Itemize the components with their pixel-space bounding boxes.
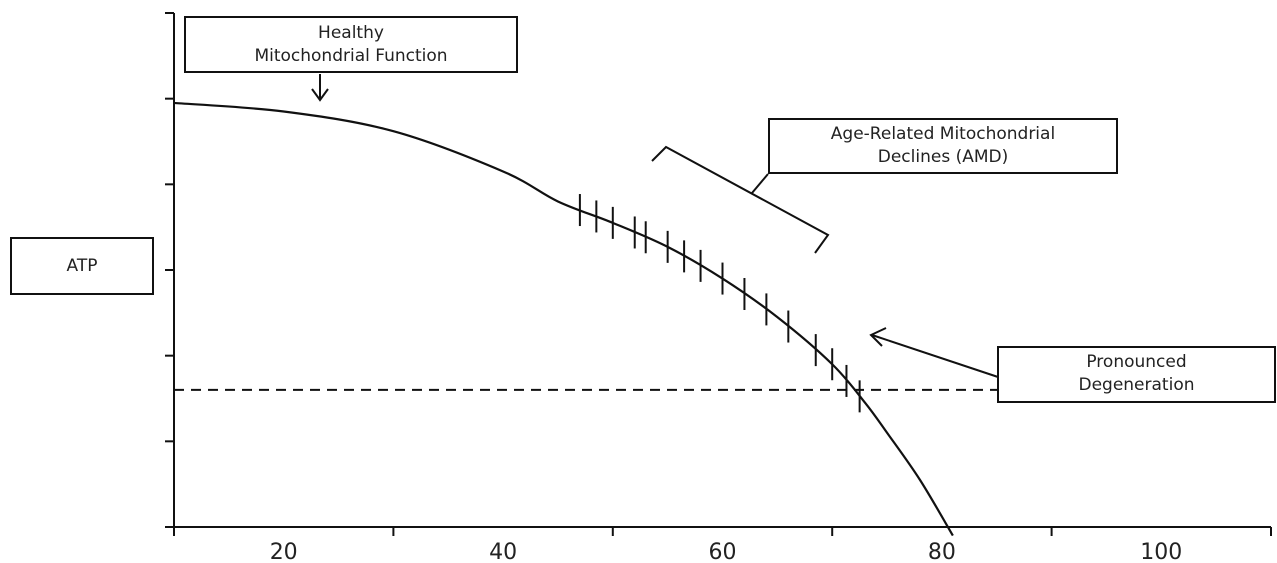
x-tick-labels: 20 40 60 80 100: [270, 540, 1183, 563]
x-tick-label: 20: [270, 540, 298, 563]
pronounced-annotation: Pronounced Degeneration: [997, 346, 1276, 403]
y-axis-label: ATP: [10, 237, 154, 295]
x-tick-label: 60: [709, 540, 737, 563]
y-axis-label-text: ATP: [66, 256, 98, 276]
x-tick-label: 100: [1140, 540, 1182, 563]
callouts: [311, 74, 999, 378]
amd-marks: [578, 194, 861, 413]
atp-curve: [173, 101, 954, 537]
amd-line-1: Age-Related Mitochondrial: [830, 124, 1056, 144]
amd-bracket: [651, 145, 830, 254]
amd-line-2: Declines (AMD): [877, 147, 1009, 167]
healthy-line-2: Mitochondrial Function: [254, 46, 448, 66]
healthy-arrow-head: [311, 88, 329, 102]
amd-connector: [751, 173, 769, 194]
x-tick-label: 40: [489, 540, 517, 563]
pronounced-line-1: Pronounced: [1086, 352, 1187, 372]
x-tick-label: 80: [928, 540, 956, 563]
amd-annotation: Age-Related Mitochondrial Declines (AMD): [768, 118, 1118, 174]
pronounced-arrow-head: [869, 327, 887, 347]
healthy-annotation: Healthy Mitochondrial Function: [184, 16, 518, 73]
pronounced-arrow-shaft: [871, 334, 999, 378]
healthy-line-1: Healthy: [318, 23, 384, 43]
pronounced-line-2: Degeneration: [1078, 375, 1195, 395]
axes: [165, 12, 1272, 536]
